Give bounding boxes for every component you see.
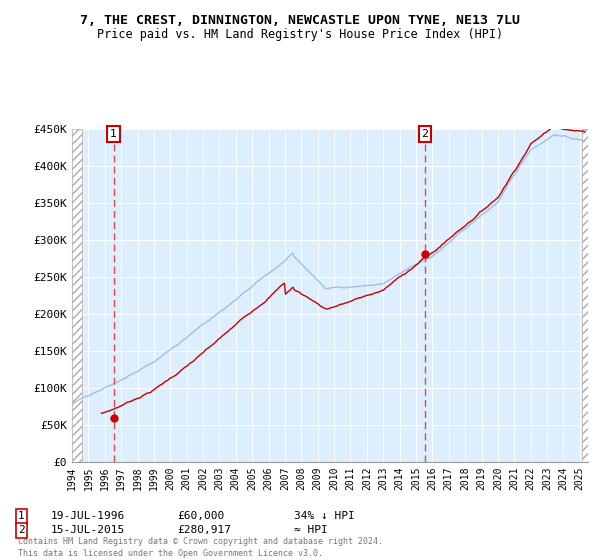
Bar <box>582 129 588 462</box>
Text: 7, THE CREST, DINNINGTON, NEWCASTLE UPON TYNE, NE13 7LU: 7, THE CREST, DINNINGTON, NEWCASTLE UPON… <box>80 14 520 27</box>
Text: 2: 2 <box>18 525 25 535</box>
Bar <box>72 129 82 462</box>
Text: £280,917: £280,917 <box>177 525 231 535</box>
Text: 1: 1 <box>18 511 25 521</box>
Text: £60,000: £60,000 <box>177 511 224 521</box>
Text: ≈ HPI: ≈ HPI <box>294 525 328 535</box>
Bar <box>582 129 588 462</box>
Text: 19-JUL-1996: 19-JUL-1996 <box>51 511 125 521</box>
Bar <box>72 129 82 462</box>
Text: Price paid vs. HM Land Registry's House Price Index (HPI): Price paid vs. HM Land Registry's House … <box>97 28 503 41</box>
Text: 1: 1 <box>110 129 117 139</box>
Text: 34% ↓ HPI: 34% ↓ HPI <box>294 511 355 521</box>
Text: 15-JUL-2015: 15-JUL-2015 <box>51 525 125 535</box>
Text: 2: 2 <box>421 129 428 139</box>
Text: Contains HM Land Registry data © Crown copyright and database right 2024.
This d: Contains HM Land Registry data © Crown c… <box>18 537 383 558</box>
